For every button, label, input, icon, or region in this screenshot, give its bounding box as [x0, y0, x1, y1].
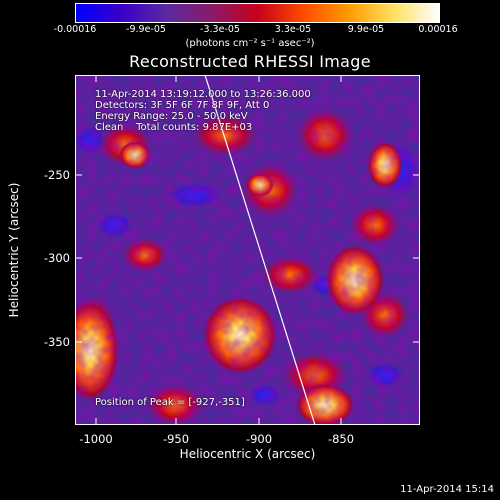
colorbar-tick-label: 0.00016 — [418, 24, 458, 35]
rhessi-image — [75, 75, 420, 425]
x-tick-label: -950 — [162, 432, 190, 446]
colorbar-tick-label: 3.3e-05 — [274, 24, 312, 35]
pixel-noise-overlay — [75, 75, 420, 425]
time-range-text: 11-Apr-2014 13:19:12.000 to 13:26:36.000 — [95, 89, 311, 100]
image-annotations: 11-Apr-2014 13:19:12.000 to 13:26:36.000… — [95, 89, 311, 133]
peak-position-text: Position of Peak = [-927,-351] — [95, 397, 245, 408]
colorbar-tick-label: 9.9e-05 — [347, 24, 385, 35]
colorbar-tick-label: -3.3e-05 — [200, 24, 240, 35]
x-tick-label: -850 — [327, 432, 355, 446]
y-axis-label: Heliocentric Y (arcsec) — [7, 182, 21, 318]
detectors-text: Detectors: 3F 5F 6F 7F 8F 9F, Att 0 — [95, 100, 270, 111]
colorbar-units: (photons cm⁻² s⁻¹ asec⁻²) — [185, 38, 315, 49]
x-tick-label: -900 — [245, 432, 273, 446]
y-tick-label: -300 — [43, 251, 70, 265]
timestamp: 11-Apr-2014 15:14 — [400, 484, 494, 495]
rhessi-image-svg — [75, 75, 420, 425]
energy-range-text: Energy Range: 25.0 - 50.0 keV — [95, 111, 248, 122]
colorbar-tick-label: -9.9e-05 — [126, 24, 166, 35]
y-tick-label: -350 — [43, 335, 70, 349]
colorbar-tick-label: -0.00016 — [53, 24, 97, 35]
x-axis-label: Heliocentric X (arcsec) — [179, 447, 316, 461]
image-title: Reconstructed RHESSI Image — [129, 52, 371, 71]
solar-limb-line — [204, 75, 316, 425]
y-tick-label: -250 — [43, 168, 70, 182]
x-tick-label: -1000 — [79, 432, 113, 446]
colorbar — [75, 3, 440, 23]
clean-counts-text: Clean Total counts: 9.87E+03 — [95, 122, 253, 133]
